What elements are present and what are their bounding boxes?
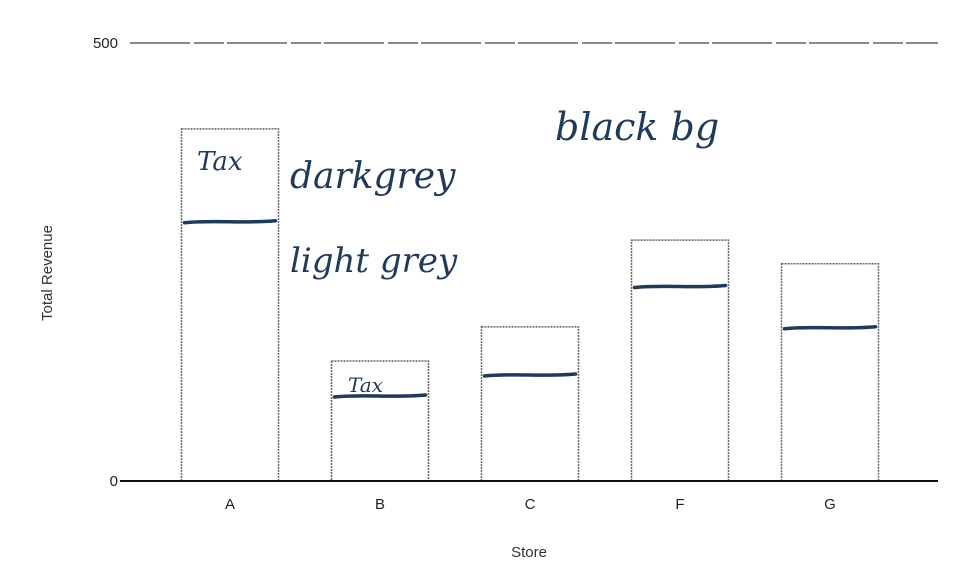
bar-C: [480, 326, 580, 482]
y-tick-label-0: 0: [110, 473, 118, 490]
annotation-light-grey: light grey: [290, 241, 458, 281]
y-tick-label-500: 500: [93, 35, 118, 52]
bar-A: [180, 128, 280, 482]
x-tick-label-C: C: [525, 496, 536, 513]
bar-F: [630, 239, 730, 482]
annotation-black-bg: black bg: [555, 105, 719, 149]
y-ticks: 0 500: [93, 35, 118, 490]
bar-B: [330, 360, 430, 482]
x-tick-label-B: B: [375, 496, 385, 513]
split-mark-C: [482, 372, 578, 378]
split-mark-G: [782, 324, 878, 331]
annotation-tax-a: Tax: [197, 147, 243, 177]
y-axis-label: Total Revenue: [39, 225, 56, 321]
split-mark-F: [632, 283, 728, 290]
annotation-tax-b: Tax: [348, 373, 383, 397]
split-marks: [182, 218, 878, 399]
x-tick-label-A: A: [225, 496, 235, 513]
split-mark-A: [182, 218, 278, 225]
x-axis-label: Store: [511, 544, 547, 561]
annotation-darkgrey: darkgrey: [290, 156, 456, 197]
split-mark-B: [332, 393, 428, 399]
bar-G: [780, 263, 880, 482]
bars: [180, 128, 880, 482]
x-tick-label-F: F: [675, 496, 684, 513]
x-tick-label-G: G: [824, 496, 836, 513]
